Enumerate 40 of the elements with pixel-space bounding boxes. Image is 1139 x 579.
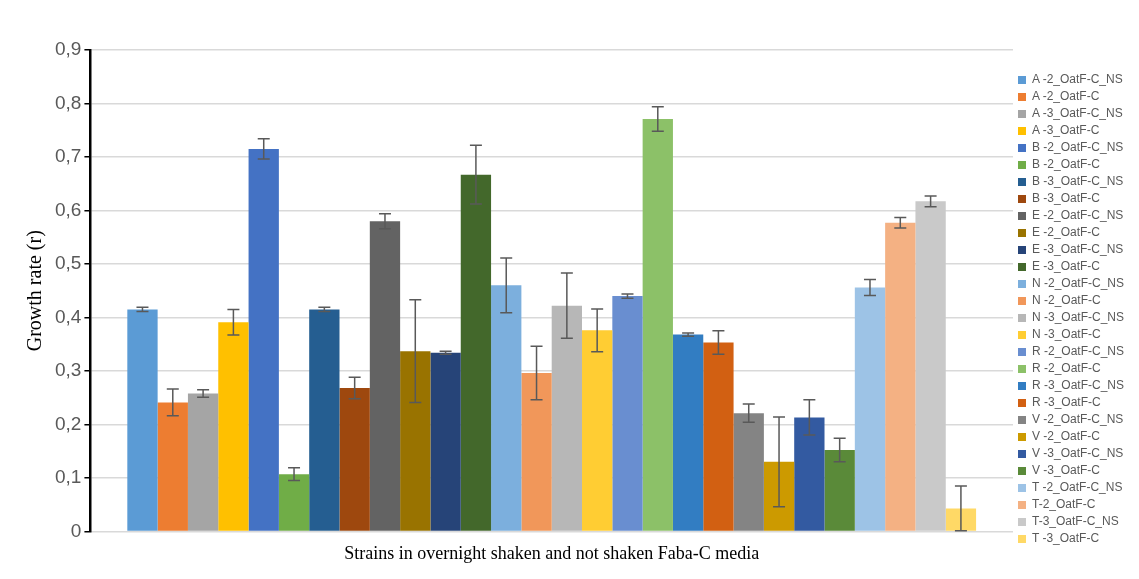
legend-label: T-2_OatF-C <box>1031 497 1096 512</box>
legend-label: R -2_OatF-C_NS <box>1031 344 1125 359</box>
y-tick-label: 0,9 <box>54 38 82 60</box>
legend-label: V -2_OatF-C <box>1031 429 1101 444</box>
legend-label: A -2_OatF-C <box>1031 89 1100 104</box>
legend-label: E -3_OatF-C <box>1031 259 1101 274</box>
y-axis-title: Growth rate (r) <box>23 230 47 352</box>
legend-label: B -3_OatF-C <box>1031 191 1101 206</box>
y-tick-label: 0,4 <box>54 305 82 327</box>
legend-label: R -3_OatF-C <box>1031 395 1101 410</box>
legend-label: V -3_OatF-C <box>1031 463 1101 478</box>
legend-label: N -2_OatF-C <box>1031 293 1101 308</box>
legend-label: B -3_OatF-C_NS <box>1031 174 1124 189</box>
x-axis-title: Strains in overnight shaken and not shaken Faba-C media <box>344 542 760 563</box>
legend-label: B -2_OatF-C <box>1031 157 1101 172</box>
y-tick-label: 0,3 <box>54 359 82 381</box>
legend-label: E -2_OatF-C <box>1031 225 1101 240</box>
y-tick-label: 0,7 <box>54 145 82 167</box>
y-tick-label: 0,6 <box>54 198 82 220</box>
legend-label: E -3_OatF-C_NS <box>1031 242 1124 257</box>
legend-label: N -3_OatF-C <box>1031 327 1101 342</box>
y-tick-label: 0,5 <box>54 252 82 274</box>
legend-label: R -2_OatF-C <box>1031 361 1101 376</box>
legend-label: T -2_OatF-C_NS <box>1031 480 1123 495</box>
legend-label: V -3_OatF-C_NS <box>1031 446 1124 461</box>
legend-label: A -3_OatF-C_NS <box>1031 106 1123 121</box>
legend-label: T -3_OatF-C <box>1031 531 1100 546</box>
y-tick-label: 0,2 <box>54 412 82 434</box>
legend-label: N -3_OatF-C_NS <box>1031 310 1125 325</box>
y-tick-label: 0,1 <box>54 466 82 488</box>
legend-label: A -2_OatF-C_NS <box>1031 72 1123 87</box>
y-tick-label: 0,8 <box>54 91 82 113</box>
legend-label: B -2_OatF-C_NS <box>1031 140 1124 155</box>
legend-label: N -2_OatF-C_NS <box>1031 276 1125 291</box>
y-tick-label: 0 <box>70 519 82 541</box>
legend-label: R -3_OatF-C_NS <box>1031 378 1125 393</box>
legend-label: V -2_OatF-C_NS <box>1031 412 1124 427</box>
legend-label: A -3_OatF-C <box>1031 123 1100 138</box>
legend-label: T-3_OatF-C_NS <box>1031 514 1119 529</box>
legend-label: E -2_OatF-C_NS <box>1031 208 1124 223</box>
